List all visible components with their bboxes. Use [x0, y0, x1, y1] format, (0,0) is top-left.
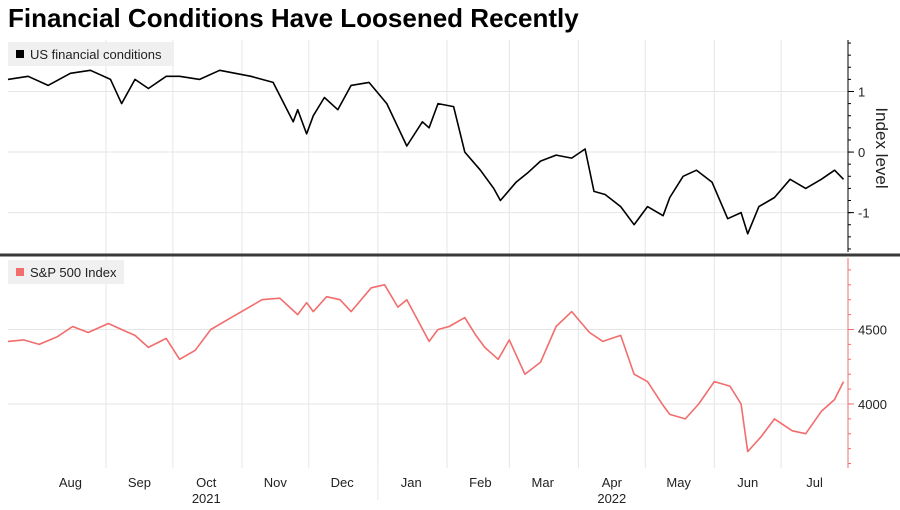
x-tick-label: Nov — [264, 475, 288, 490]
x-tick-label: Dec — [331, 475, 355, 490]
x-tick-label: Jul — [806, 475, 823, 490]
x-axis: Aug Sep Oct Nov Dec Jan Feb Mar Apr May Jun Jul 2021… — [59, 475, 823, 506]
y-tick-label: 4500 — [858, 322, 887, 337]
sp500-panel: 4500 4000 S&P 500 Index — [7, 258, 887, 468]
x-tick-label: Mar — [532, 475, 555, 490]
legend-box — [8, 260, 124, 284]
series-line — [7, 283, 845, 453]
financial-conditions-panel: 1 0 -1 US financial conditions Index level — [7, 40, 891, 252]
legend-sp500: S&P 500 Index — [8, 260, 124, 284]
x-tick-label: Aug — [59, 475, 82, 490]
legend-swatch — [16, 50, 24, 58]
legend-financial-conditions: US financial conditions — [8, 42, 174, 66]
x-tick-label: Jun — [737, 475, 758, 490]
legend-box — [8, 42, 174, 66]
series-line — [7, 69, 845, 235]
y-tick-label: 1 — [858, 84, 865, 99]
x-year-label: 2022 — [597, 491, 626, 506]
x-tick-label: May — [666, 475, 691, 490]
x-tick-label: Feb — [469, 475, 491, 490]
grid — [0, 40, 900, 500]
y-tick-label: 0 — [858, 145, 865, 160]
legend-swatch — [16, 268, 24, 276]
legend-label: US financial conditions — [30, 47, 162, 62]
legend-label: S&P 500 Index — [30, 265, 117, 280]
y-axis-title: Index level — [872, 107, 891, 188]
x-tick-label: Oct — [196, 475, 217, 490]
x-tick-label: Jan — [401, 475, 422, 490]
x-tick-label: Apr — [602, 475, 623, 490]
y-tick-label: 4000 — [858, 397, 887, 412]
chart-title: Financial Conditions Have Loosened Recen… — [8, 3, 579, 33]
x-tick-label: Sep — [128, 475, 151, 490]
y-tick-label: -1 — [858, 206, 870, 221]
x-year-label: 2021 — [192, 491, 221, 506]
